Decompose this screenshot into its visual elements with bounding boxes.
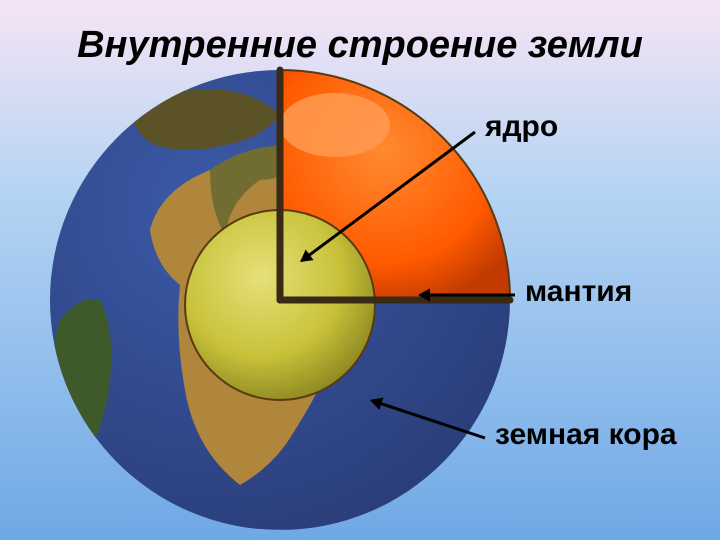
label-mantle: мантия	[525, 275, 632, 309]
page-title: Внутренние строение земли	[0, 24, 720, 67]
earth-structure-svg	[0, 0, 720, 540]
label-crust: земная кора	[495, 418, 677, 452]
label-core: ядро	[485, 110, 558, 144]
mantle-highlight	[280, 93, 390, 157]
diagram-stage: Внутренние строение земли ядро мантия зе…	[0, 0, 720, 540]
